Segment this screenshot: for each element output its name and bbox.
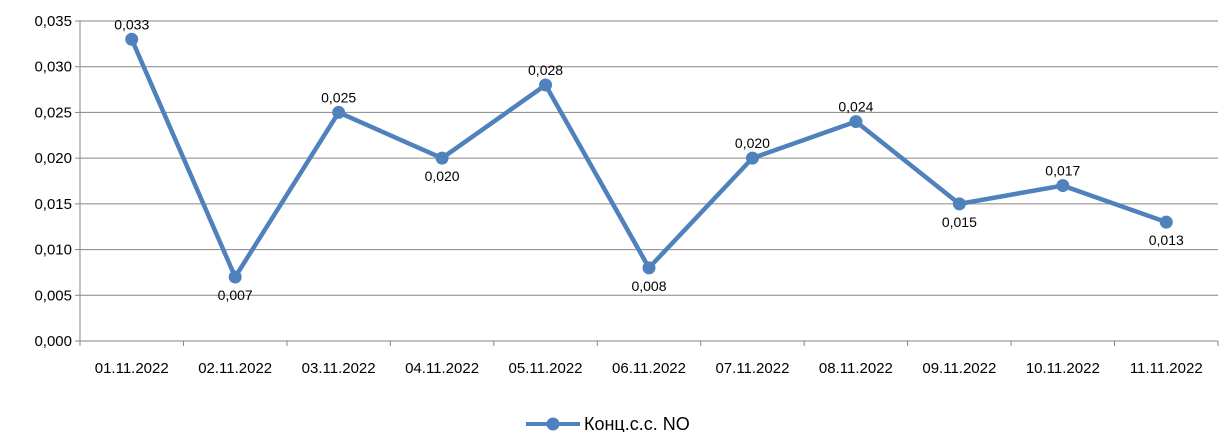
data-label: 0,028 [528, 62, 563, 78]
grid-lines [80, 20, 1218, 342]
x-tick-label: 01.11.2022 [95, 360, 169, 377]
y-tick-label: 0,025 [34, 104, 72, 121]
data-label: 0,020 [735, 135, 770, 151]
y-tick-label: 0,005 [34, 287, 72, 304]
data-label: 0,025 [321, 89, 356, 105]
y-tick-label: 0,035 [34, 13, 72, 30]
data-point [125, 32, 139, 46]
y-tick-label: 0,015 [34, 196, 72, 213]
data-point [745, 151, 759, 165]
data-point [952, 197, 966, 211]
x-tick-label: 09.11.2022 [922, 360, 996, 377]
x-tick-label: 10.11.2022 [1026, 360, 1100, 377]
y-tick-label: 0,000 [34, 333, 72, 350]
data-label: 0,013 [1149, 232, 1184, 248]
y-tick-label: 0,020 [34, 150, 72, 167]
x-tick-label: 06.11.2022 [612, 360, 686, 377]
y-tick-label: 0,030 [34, 59, 72, 76]
data-point [1159, 215, 1173, 229]
series-no: 0,033 0,007 0,025 0,020 0,028 0,008 0,020 0,024… [114, 16, 1184, 303]
data-label: 0,008 [631, 278, 666, 294]
x-axis: 01.11.2022 02.11.2022 03.11.2022 04.11.2022… [79, 340, 1219, 377]
data-label: 0,033 [114, 16, 149, 32]
data-point [849, 115, 863, 129]
data-point [539, 78, 553, 92]
data-point [228, 270, 242, 284]
data-label: 0,015 [942, 214, 977, 230]
data-label: 0,017 [1045, 163, 1080, 179]
data-point [435, 151, 449, 165]
data-label: 0,024 [838, 99, 873, 115]
x-tick-label: 05.11.2022 [509, 360, 583, 377]
legend-label: Конц.с.с. NO [584, 414, 690, 432]
data-label: 0,007 [218, 287, 253, 303]
x-tick-label: 04.11.2022 [405, 360, 479, 377]
x-tick-label: 07.11.2022 [715, 360, 789, 377]
y-axis: 0,000 0,005 0,010 0,015 0,020 0,025 0,030 0,035 [34, 13, 81, 350]
legend: Конц.с.с. NO [526, 414, 690, 432]
data-point [1056, 179, 1070, 193]
data-point [642, 261, 656, 275]
legend-swatch-marker [546, 417, 560, 431]
y-tick-label: 0,010 [34, 242, 72, 259]
data-label: 0,020 [425, 168, 460, 184]
x-tick-label: 02.11.2022 [198, 360, 272, 377]
data-point [332, 105, 346, 119]
x-tick-label: 08.11.2022 [819, 360, 893, 377]
x-tick-label: 11.11.2022 [1130, 360, 1203, 377]
x-tick-label: 03.11.2022 [302, 360, 376, 377]
